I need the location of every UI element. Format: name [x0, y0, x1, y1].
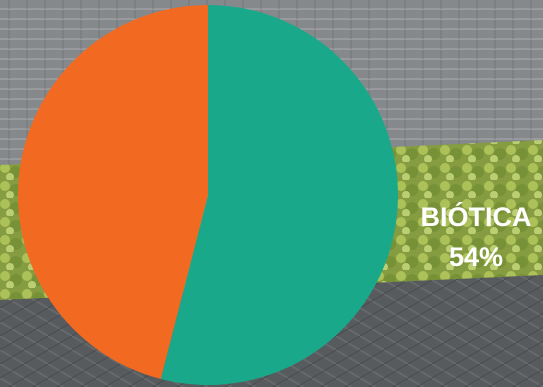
biotica-slice-percent: 54%	[449, 242, 503, 272]
pie-slice-other	[17, 4, 208, 380]
pie	[17, 4, 398, 385]
pie-slice-biotica	[160, 5, 398, 385]
biotica-slice-label: BIÓTICA	[421, 201, 532, 232]
